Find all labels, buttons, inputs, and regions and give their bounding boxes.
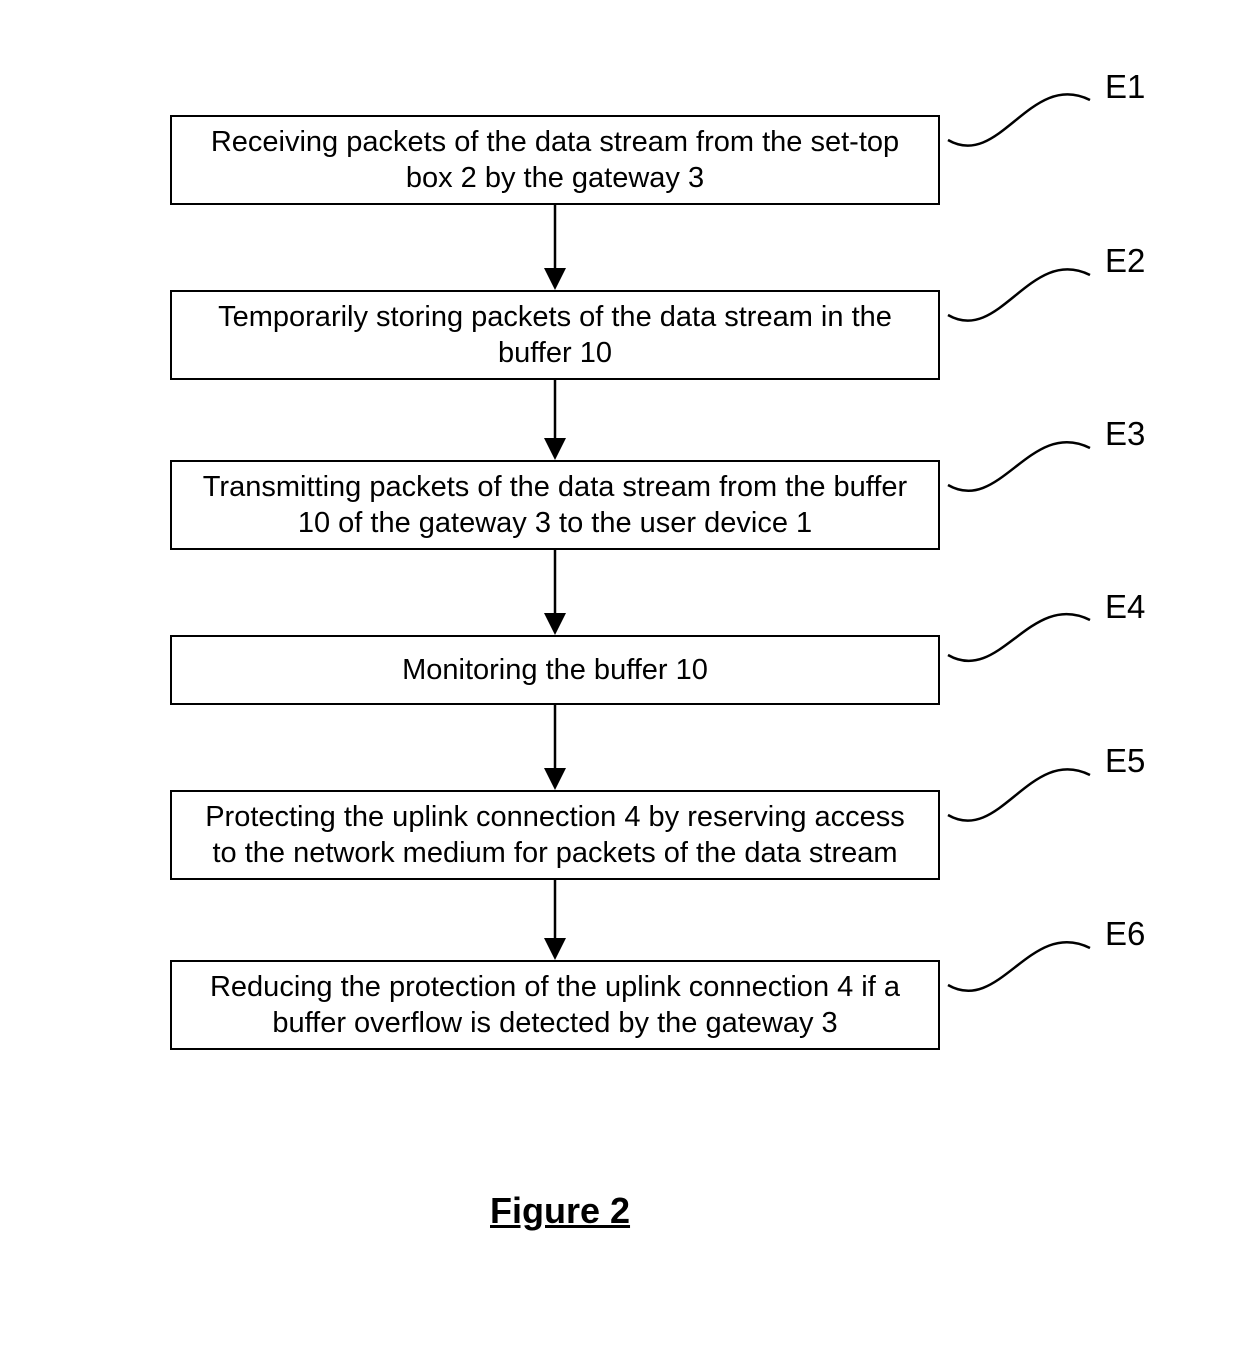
flow-node-e6-text: Reducing the protection of the uplink co… [192,969,918,1042]
step-label-e1: E1 [1105,68,1145,106]
edge-e1-e2 [544,205,566,290]
edge-e3-e4 [544,550,566,635]
flow-node-e1: Receiving packets of the data stream fro… [170,115,940,205]
callout-e2 [948,269,1090,320]
step-label-e5: E5 [1105,742,1145,780]
flow-node-e2: Temporarily storing packets of the data … [170,290,940,380]
callout-e3 [948,442,1090,491]
flow-node-e5: Protecting the uplink connection 4 by re… [170,790,940,880]
callout-e1 [948,94,1090,145]
flowchart-canvas: Receiving packets of the data stream fro… [0,0,1240,1348]
flow-node-e5-text: Protecting the uplink connection 4 by re… [192,799,918,872]
step-label-e4: E4 [1105,588,1145,626]
callout-e5 [948,769,1090,820]
step-label-e3: E3 [1105,415,1145,453]
edge-e5-e6 [544,880,566,960]
callout-e4 [948,614,1090,661]
figure-caption: Figure 2 [490,1190,630,1232]
edge-e2-e3 [544,380,566,460]
flow-node-e6: Reducing the protection of the uplink co… [170,960,940,1050]
flow-node-e3-text: Transmitting packets of the data stream … [192,469,918,542]
step-label-e2: E2 [1105,242,1145,280]
flow-node-e1-text: Receiving packets of the data stream fro… [192,124,918,197]
flow-node-e4: Monitoring the buffer 10 [170,635,940,705]
callout-e6 [948,942,1090,991]
edge-e4-e5 [544,705,566,790]
step-label-e6: E6 [1105,915,1145,953]
flow-node-e3: Transmitting packets of the data stream … [170,460,940,550]
flow-node-e2-text: Temporarily storing packets of the data … [192,299,918,372]
flow-node-e4-text: Monitoring the buffer 10 [402,652,708,688]
